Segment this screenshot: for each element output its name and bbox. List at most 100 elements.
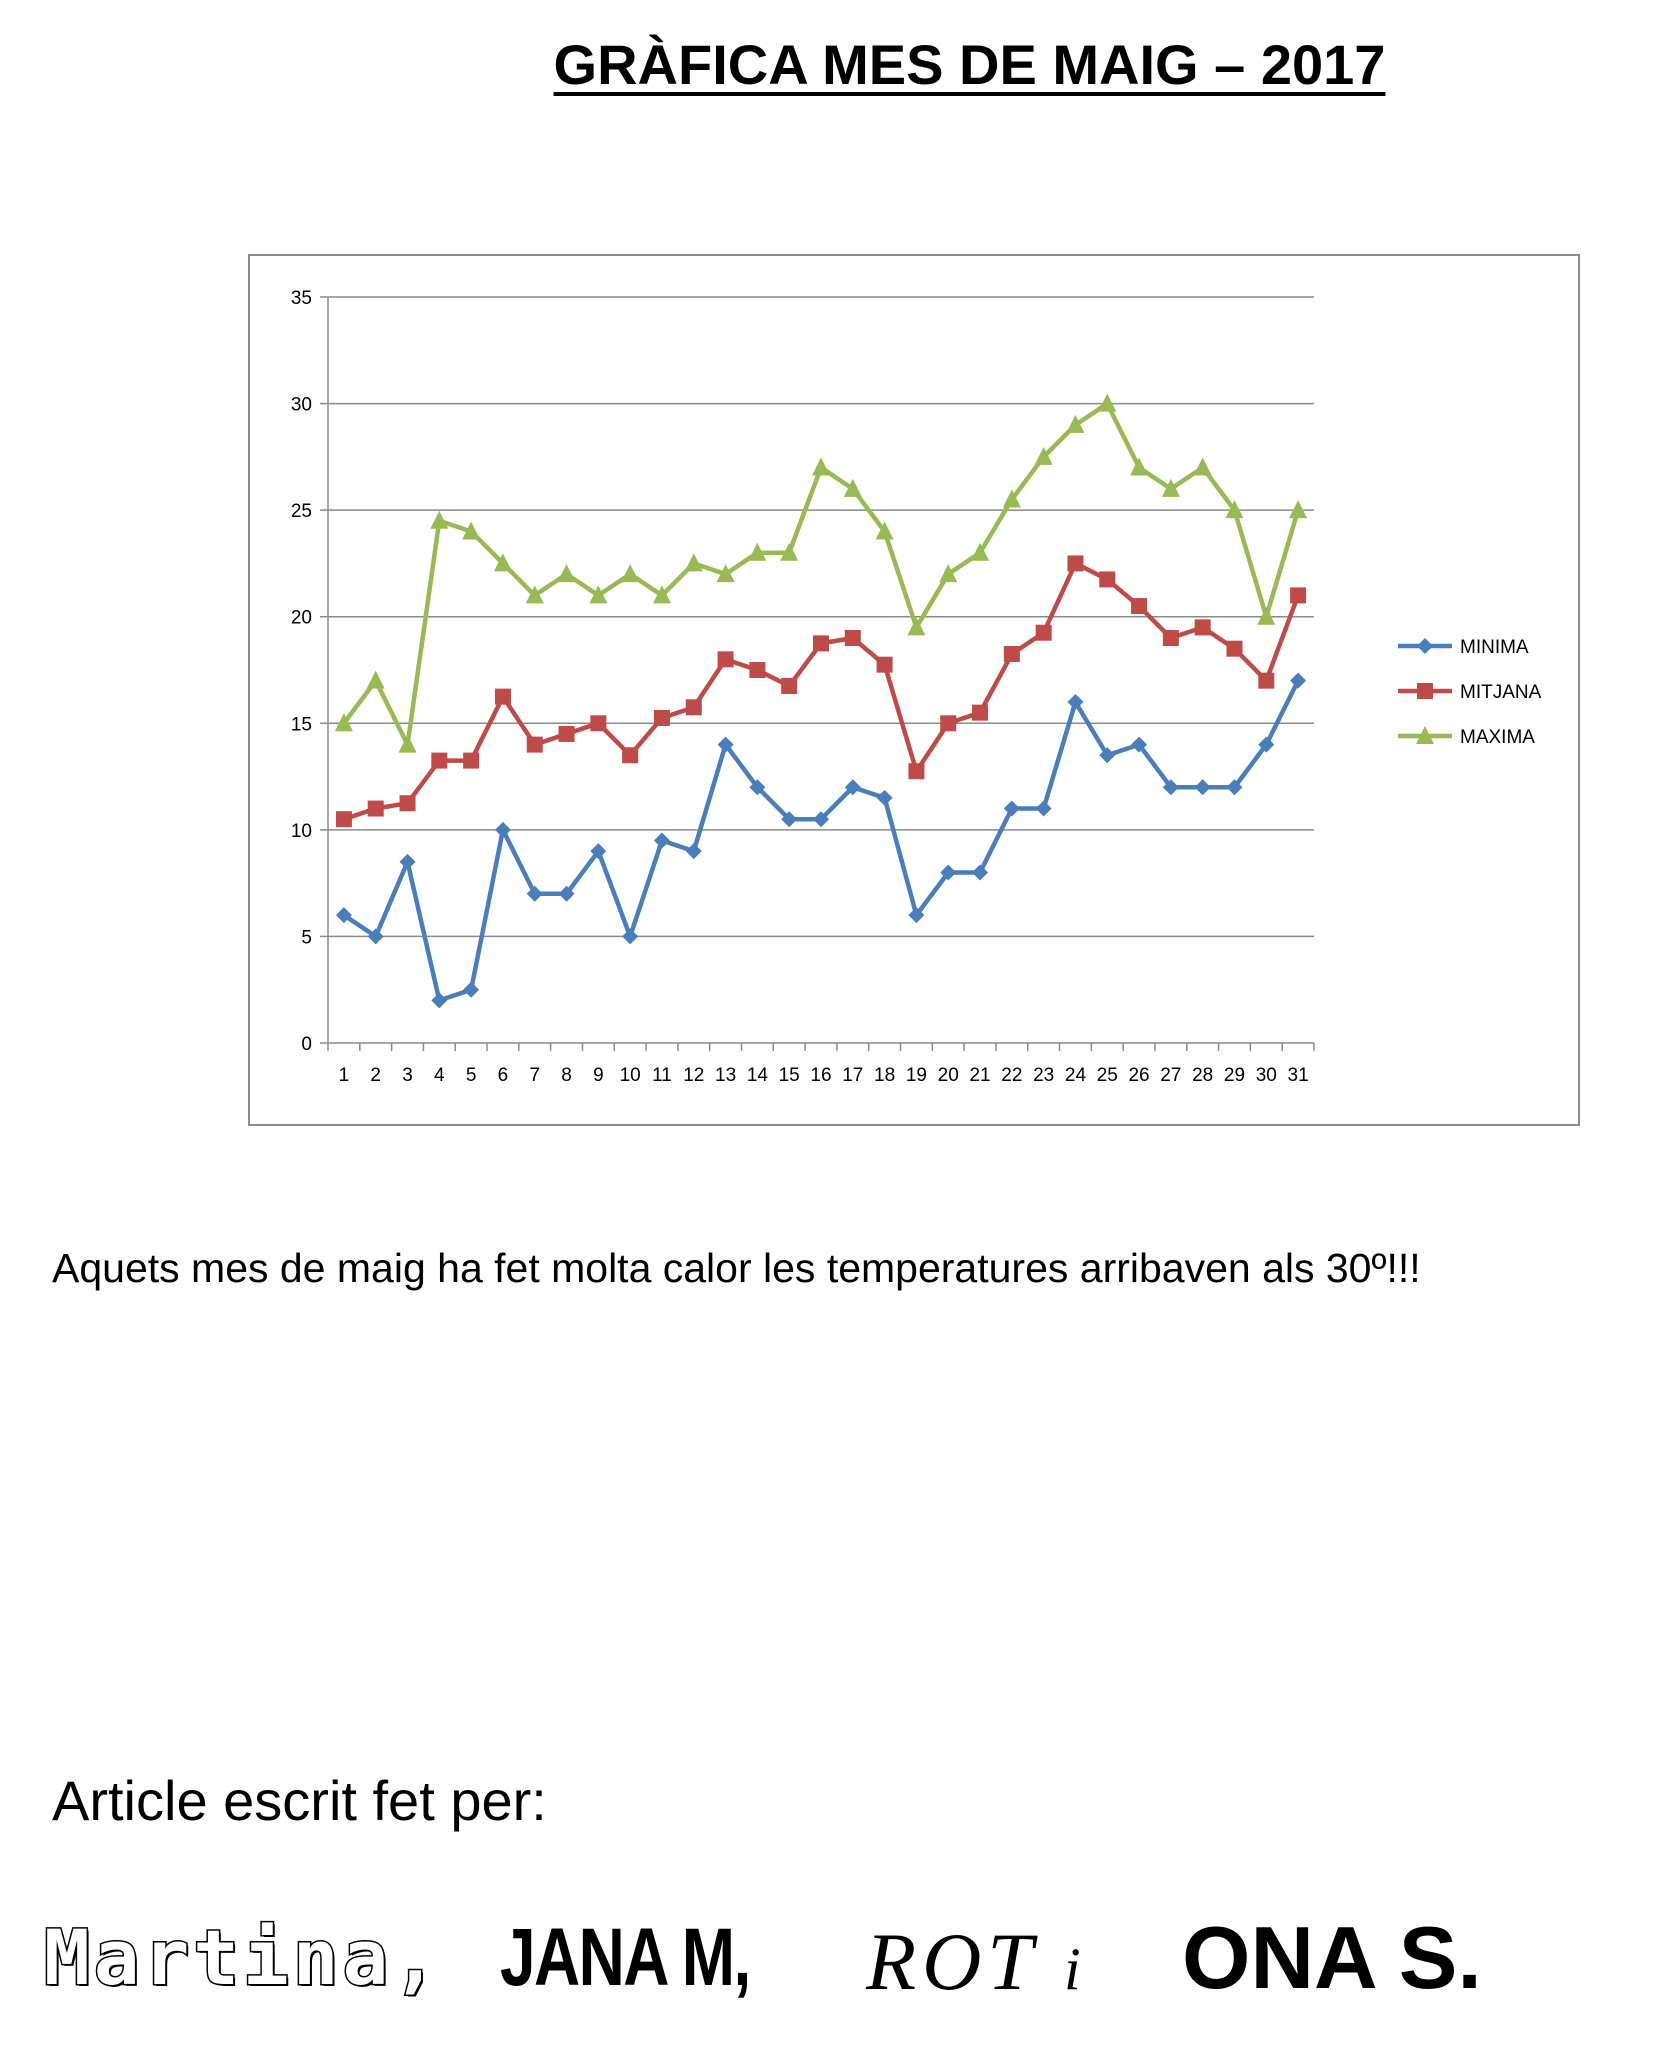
data-point-maxima — [748, 542, 767, 561]
x-tick-label: 6 — [498, 1065, 509, 1086]
data-point-minima — [1226, 779, 1243, 796]
legend-label-maxima: MAXIMA — [1460, 727, 1535, 748]
y-tick-label: 20 — [291, 608, 312, 629]
legend-marker-mitjana — [1417, 683, 1433, 699]
chart-title-text: GRÀFICA MES DE MAIG – 2017 — [553, 33, 1386, 96]
data-point-minima — [940, 864, 957, 881]
data-point-mitjana — [463, 752, 480, 769]
data-point-minima — [335, 907, 352, 924]
data-point-mitjana — [844, 630, 861, 647]
data-point-maxima — [462, 521, 481, 540]
x-tick-label: 16 — [810, 1065, 831, 1086]
x-tick-label: 31 — [1288, 1065, 1309, 1086]
author-rot: ROT i — [866, 1915, 1087, 2009]
x-tick-label: 13 — [715, 1065, 736, 1086]
data-point-minima — [685, 843, 702, 860]
data-point-minima — [558, 885, 575, 902]
data-point-mitjana — [908, 763, 925, 780]
x-tick-label: 14 — [747, 1065, 769, 1086]
y-tick-label: 30 — [291, 395, 312, 416]
data-point-mitjana — [717, 651, 734, 668]
data-point-maxima — [971, 542, 990, 561]
data-point-maxima — [366, 670, 385, 689]
data-point-mitjana — [749, 662, 766, 678]
data-point-maxima — [1130, 457, 1149, 476]
data-point-minima — [749, 779, 766, 796]
data-point-maxima — [1002, 489, 1021, 508]
x-tick-label: 21 — [969, 1065, 990, 1086]
data-point-mitjana — [1258, 672, 1275, 689]
data-point-mitjana — [367, 800, 384, 817]
data-point-mitjana — [399, 795, 416, 812]
data-point-mitjana — [622, 747, 639, 764]
data-point-minima — [653, 832, 670, 849]
author-ona: ONA S. — [1182, 1908, 1482, 2007]
x-tick-label: 17 — [842, 1065, 863, 1086]
data-point-maxima — [684, 553, 703, 572]
data-point-minima — [1131, 736, 1148, 753]
data-point-minima — [1258, 736, 1275, 753]
data-point-minima — [972, 864, 989, 881]
x-tick-label: 5 — [466, 1065, 477, 1086]
author-martina: Martina, — [42, 1912, 443, 2004]
x-tick-label: 1 — [339, 1065, 350, 1086]
data-point-maxima — [493, 553, 512, 572]
y-tick-label: 15 — [291, 714, 312, 735]
data-point-mitjana — [1099, 571, 1116, 588]
data-point-maxima — [875, 521, 894, 540]
data-point-mitjana — [1035, 624, 1052, 641]
data-point-mitjana — [940, 715, 957, 732]
x-tick-label: 4 — [434, 1065, 445, 1086]
data-point-maxima — [1034, 446, 1053, 465]
legend-marker-minima — [1417, 638, 1433, 654]
data-point-mitjana — [813, 635, 829, 652]
data-point-minima — [526, 885, 543, 902]
legend-label-minima: MINIMA — [1460, 637, 1529, 658]
data-point-mitjana — [1067, 555, 1084, 572]
data-point-maxima — [525, 585, 544, 604]
x-tick-label: 28 — [1192, 1065, 1213, 1086]
summary-paragraph: Aquets mes de maig ha fet molta calor le… — [52, 1245, 1421, 1291]
data-point-maxima — [843, 478, 862, 497]
y-tick-label: 35 — [291, 288, 312, 309]
data-point-maxima — [334, 713, 353, 732]
series-line-maxima — [342, 401, 1301, 747]
x-tick-label: 12 — [683, 1065, 704, 1086]
x-tick-label: 23 — [1033, 1065, 1054, 1086]
data-point-minima — [494, 821, 511, 838]
data-point-mitjana — [653, 709, 670, 726]
x-tick-label: 29 — [1224, 1065, 1245, 1086]
x-tick-label: 25 — [1097, 1065, 1118, 1086]
data-point-maxima — [557, 564, 576, 583]
x-tick-label: 19 — [906, 1065, 927, 1086]
author-conjunction: i — [1063, 1936, 1087, 2002]
data-point-maxima — [1066, 414, 1085, 433]
data-point-maxima — [1161, 478, 1180, 497]
data-point-minima — [813, 811, 829, 828]
data-point-mitjana — [972, 704, 989, 721]
data-point-maxima — [939, 564, 958, 583]
data-point-minima — [908, 907, 925, 924]
data-point-mitjana — [685, 699, 702, 716]
x-tick-label: 9 — [593, 1065, 604, 1086]
data-point-maxima — [812, 457, 830, 476]
data-point-minima — [399, 853, 416, 870]
data-point-mitjana — [431, 752, 448, 769]
data-point-mitjana — [1003, 646, 1020, 663]
data-point-minima — [1003, 800, 1020, 817]
data-point-maxima — [1225, 500, 1244, 519]
x-tick-label: 26 — [1128, 1065, 1149, 1086]
author-jana: JANA M, — [500, 1912, 751, 2003]
data-point-maxima — [1257, 606, 1276, 625]
y-tick-label: 10 — [291, 821, 312, 842]
x-tick-label: 10 — [620, 1065, 641, 1086]
x-tick-label: 15 — [779, 1065, 800, 1086]
data-point-maxima — [430, 510, 449, 529]
data-point-minima — [1162, 779, 1179, 796]
x-tick-label: 2 — [370, 1065, 381, 1086]
data-point-minima — [1194, 779, 1211, 796]
data-point-maxima — [589, 585, 608, 604]
x-tick-label: 22 — [1001, 1065, 1022, 1086]
data-point-mitjana — [558, 725, 575, 742]
